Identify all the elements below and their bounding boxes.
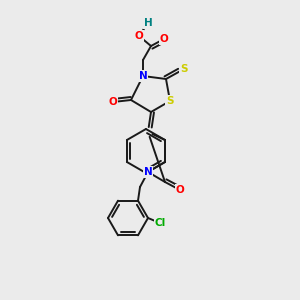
Text: S: S [166, 96, 174, 106]
Text: O: O [135, 31, 143, 41]
Text: O: O [176, 185, 184, 195]
Text: S: S [180, 64, 188, 74]
Text: N: N [139, 71, 147, 81]
Text: O: O [160, 34, 168, 44]
Text: N: N [144, 167, 152, 177]
Text: H: H [144, 18, 152, 28]
Text: Cl: Cl [154, 218, 166, 228]
Text: O: O [109, 97, 117, 107]
